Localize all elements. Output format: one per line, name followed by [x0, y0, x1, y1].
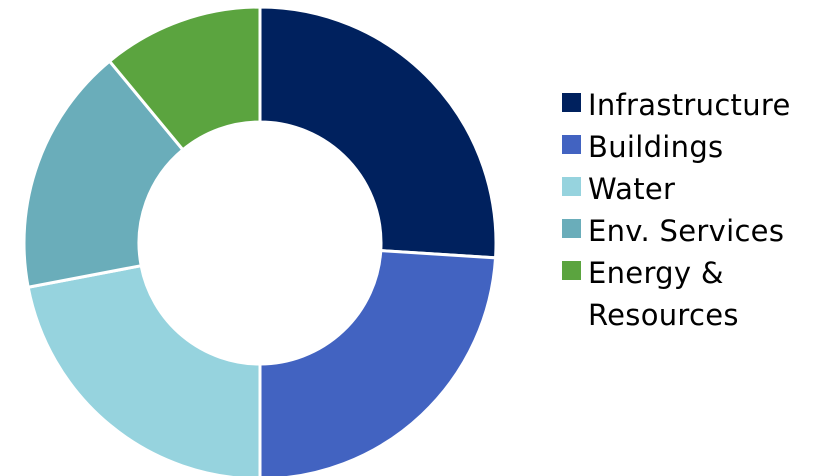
legend-label-water: Water — [588, 168, 675, 210]
donut-slice-buildings — [260, 251, 496, 476]
legend-swatch-energy-resources — [562, 261, 581, 280]
donut-plot — [0, 0, 520, 476]
legend-item-infrastructure: Infrastructure — [562, 84, 791, 126]
legend-swatch-water — [562, 177, 581, 196]
legend-label-env-services: Env. Services — [588, 210, 784, 252]
legend-swatch-infrastructure — [562, 93, 581, 112]
legend-label-energy-resources: Energy & Resources — [588, 252, 739, 336]
legend-item-energy-resources: Energy & Resources — [562, 252, 791, 336]
donut-slice-infrastructure — [260, 7, 496, 258]
legend-swatch-env-services — [562, 219, 581, 238]
legend-item-water: Water — [562, 168, 791, 210]
chart-legend: Infrastructure Buildings Water Env. Serv… — [562, 84, 791, 336]
legend-label-infrastructure: Infrastructure — [588, 84, 791, 126]
legend-label-buildings: Buildings — [588, 126, 723, 168]
donut-slice-water — [28, 266, 260, 476]
legend-item-buildings: Buildings — [562, 126, 791, 168]
legend-item-env-services: Env. Services — [562, 210, 791, 252]
legend-swatch-buildings — [562, 135, 581, 154]
